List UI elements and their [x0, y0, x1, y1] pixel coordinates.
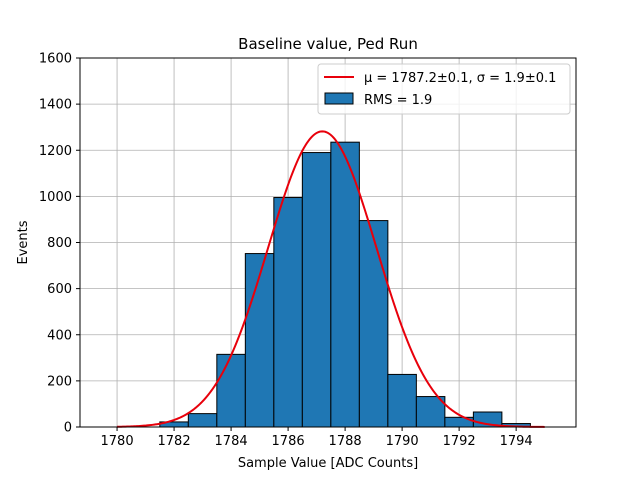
legend-rms-label: RMS = 1.9 [364, 93, 432, 108]
y-tick-label: 200 [47, 374, 72, 389]
x-tick-label: 1784 [215, 434, 248, 449]
legend: μ = 1787.2±0.1, σ = 1.9±0.1 RMS = 1.9 [317, 63, 571, 115]
histogram-bar [387, 373, 417, 428]
histogram-bar [187, 413, 218, 428]
x-tick-label: 1782 [158, 434, 191, 449]
legend-fit-label: μ = 1787.2±0.1, σ = 1.9±0.1 [364, 71, 556, 86]
histogram-bar [358, 220, 389, 428]
legend-histogram-swatch [324, 92, 354, 105]
y-tick-label: 1400 [39, 98, 72, 113]
histogram-bar [216, 353, 246, 428]
y-tick-label: 1200 [39, 144, 72, 159]
histogram-bar [244, 253, 275, 428]
y-axis-ticks: 0 200 400 600 800 1000 1200 1400 1600 [39, 52, 80, 436]
x-tick-label: 1786 [272, 434, 305, 449]
x-axis-ticks: 1780 1782 1784 1786 1788 1790 1792 1794 [101, 427, 533, 449]
histogram-bar [301, 152, 332, 428]
histogram-bar [273, 197, 303, 428]
x-tick-label: 1794 [500, 434, 533, 449]
histogram-bar [330, 141, 360, 428]
x-axis-label: Sample Value [ADC Counts] [238, 456, 418, 471]
fit-curve [117, 130, 545, 428]
y-tick-label: 1000 [39, 190, 72, 205]
y-tick-label: 800 [47, 236, 72, 251]
x-tick-label: 1788 [329, 434, 362, 449]
x-tick-label: 1780 [101, 434, 134, 449]
y-axis-label: Events [16, 220, 31, 264]
y-tick-label: 600 [47, 282, 72, 297]
x-tick-label: 1790 [386, 434, 419, 449]
y-tick-label: 0 [64, 421, 72, 436]
gaussian-fit [117, 130, 545, 428]
x-tick-label: 1792 [443, 434, 476, 449]
legend-box [317, 63, 571, 115]
y-tick-label: 1600 [39, 52, 72, 67]
chart-title: Baseline value, Ped Run [238, 35, 418, 53]
y-tick-label: 400 [47, 328, 72, 343]
